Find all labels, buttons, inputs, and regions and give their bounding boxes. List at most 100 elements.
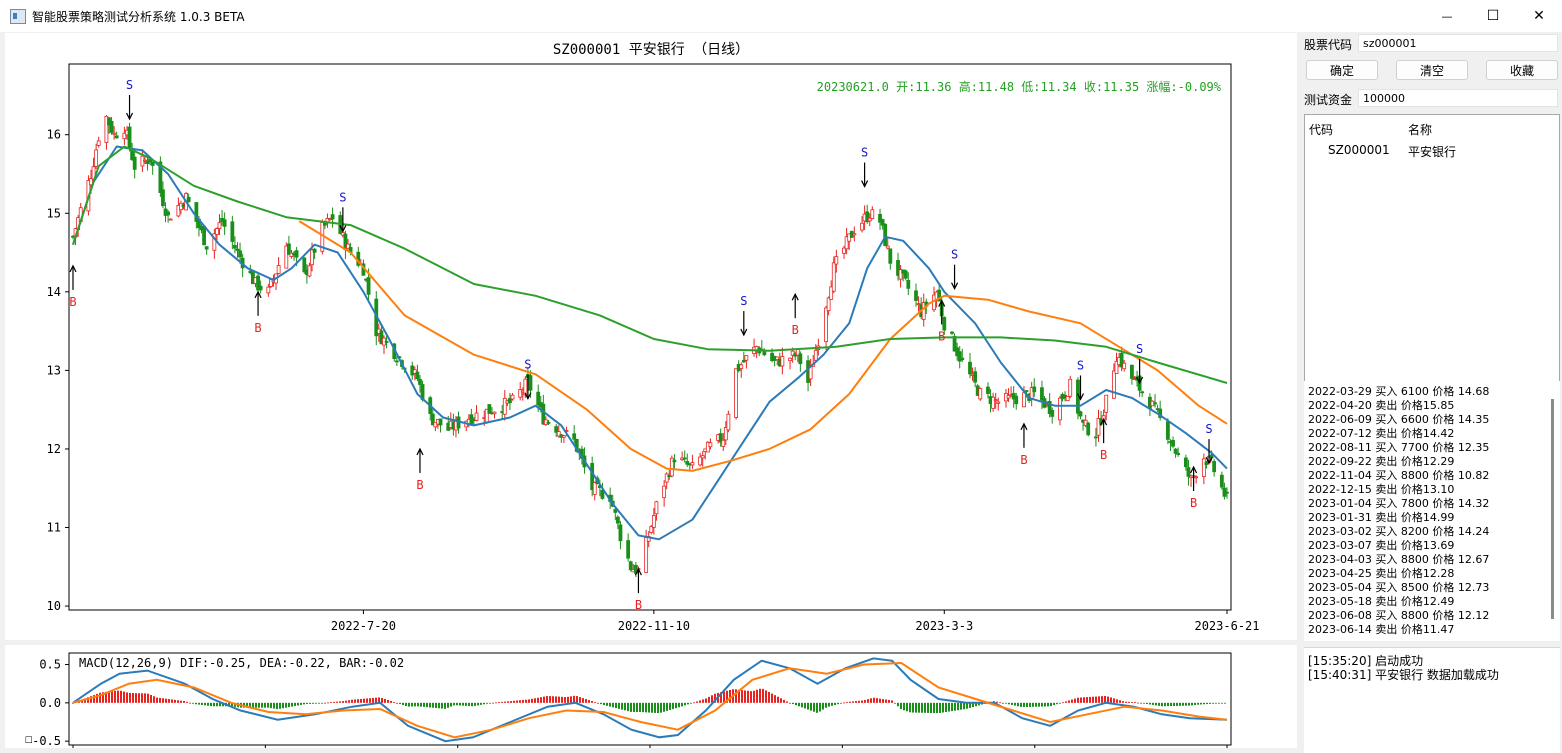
trade-entry: 2022-08-11 买入 7700 价格 12.35: [1308, 441, 1490, 454]
y-tick-label: 15: [47, 206, 61, 220]
close-button[interactable]: ✕: [1516, 0, 1562, 32]
buy-marker: B: [1100, 448, 1107, 462]
candle-body: [109, 120, 114, 133]
candle-body: [613, 509, 618, 513]
macd-bar: [1086, 697, 1088, 703]
favorite-button[interactable]: 收藏: [1486, 60, 1558, 80]
macd-bar: [411, 702, 413, 707]
macd-bar: [261, 702, 263, 708]
macd-bar: [171, 699, 173, 703]
kline-chart[interactable]: SZ000001 平安银行 （日线） 20230621.0 开:11.36 高:…: [5, 33, 1297, 640]
macd-bar: [903, 702, 905, 711]
macd-bar: [813, 702, 815, 712]
candle-body: [826, 297, 831, 312]
y-tick-label: 12: [47, 442, 61, 456]
trade-log-scrollbar[interactable]: [1551, 399, 1554, 619]
clear-button[interactable]: 清空: [1396, 60, 1468, 80]
macd-bar: [765, 690, 767, 703]
macd-bar: [1209, 702, 1211, 704]
candle-body: [880, 219, 885, 226]
candle-body: [644, 537, 649, 573]
macd-bar: [795, 702, 797, 706]
macd-bar: [270, 702, 272, 709]
macd-bar: [150, 694, 152, 703]
macd-bar: [573, 695, 575, 703]
macd-bar: [693, 702, 695, 704]
candle-body: [1122, 362, 1127, 370]
macd-bar: [510, 701, 512, 703]
stock-code-input[interactable]: [1358, 34, 1558, 52]
macd-chart[interactable]: MACD(12,26,9) DIF:-0.25, DEA:-0.22, BAR:…: [5, 645, 1297, 748]
macd-bar: [768, 692, 770, 703]
macd-bar: [804, 702, 806, 709]
macd-bar: [1194, 702, 1196, 706]
x-tick-label: 2022-7-20: [331, 619, 396, 633]
macd-bar: [378, 697, 380, 703]
column-header-name[interactable]: 名称: [1408, 123, 1433, 137]
macd-bar: [132, 693, 134, 703]
candle-body: [379, 330, 384, 345]
candle-body: [723, 427, 728, 441]
trade-log[interactable]: 2022-03-29 买入 6100 价格 14.68 2022-04-20 卖出…: [1304, 381, 1560, 641]
macd-bar: [120, 690, 122, 703]
capital-input[interactable]: [1358, 89, 1558, 107]
macd-bar: [414, 702, 416, 707]
macd-bar: [111, 691, 113, 703]
macd-bar: [471, 702, 473, 707]
minimize-button[interactable]: —: [1424, 0, 1470, 32]
ma-line: [72, 145, 1228, 541]
macd-bar: [1077, 697, 1079, 703]
macd-bar: [1164, 702, 1166, 707]
macd-bar: [879, 698, 881, 703]
candle-body: [248, 270, 253, 274]
x-axis: 2022-7-20 2022-11-10 2023-3-3 2023-6-21: [331, 610, 1260, 633]
candle-body: [212, 233, 217, 251]
macd-bar: [210, 702, 212, 707]
macd-bar: [1224, 702, 1226, 704]
macd-bar: [276, 702, 278, 710]
macd-bar: [477, 702, 479, 706]
candle-body: [1153, 402, 1157, 405]
macd-bar: [612, 702, 614, 708]
candle-body: [1014, 395, 1019, 405]
sell-arrow-head: [1205, 456, 1213, 465]
log-line: [15:35:20] 启动成功: [1308, 654, 1424, 668]
macd-bar: [1188, 702, 1190, 706]
macd-bar: [189, 702, 191, 704]
macd-bar: [1161, 702, 1163, 707]
macd-bar: [522, 699, 524, 703]
confirm-button[interactable]: 确定: [1306, 60, 1378, 80]
candle-body: [870, 209, 875, 219]
buy-marker: B: [69, 295, 76, 309]
macd-bar: [1101, 696, 1103, 703]
candle-body: [430, 413, 435, 426]
macd-bar: [1182, 702, 1184, 706]
macd-bar: [870, 698, 872, 703]
macd-bar: [1176, 702, 1178, 706]
macd-bar: [84, 698, 86, 703]
moving-average-lines: [72, 145, 1228, 541]
candle-body: [1171, 439, 1175, 447]
macd-bar: [324, 702, 326, 704]
macd-bar: [867, 699, 869, 703]
candle-body: [1212, 461, 1217, 473]
macd-bar: [504, 701, 506, 703]
macd-bar: [579, 697, 581, 703]
maximize-button[interactable]: ☐: [1470, 0, 1516, 32]
macd-bar: [495, 702, 497, 704]
macd-bar: [366, 698, 368, 703]
candle-body: [312, 248, 317, 253]
macd-bar: [327, 702, 329, 704]
macd-frame: [68, 652, 1232, 746]
macd-bar: [444, 702, 446, 709]
macd-bar: [747, 690, 749, 703]
candle-body: [145, 160, 150, 165]
column-header-code[interactable]: 代码: [1309, 123, 1334, 137]
candle-body: [798, 353, 803, 365]
trade-entry: 2023-03-07 卖出 价格13.69: [1308, 539, 1455, 552]
candle-body: [960, 357, 965, 361]
candle-body: [1114, 360, 1119, 374]
candle-body: [942, 317, 947, 331]
candle-body: [600, 489, 605, 499]
macd-bar: [252, 702, 254, 708]
